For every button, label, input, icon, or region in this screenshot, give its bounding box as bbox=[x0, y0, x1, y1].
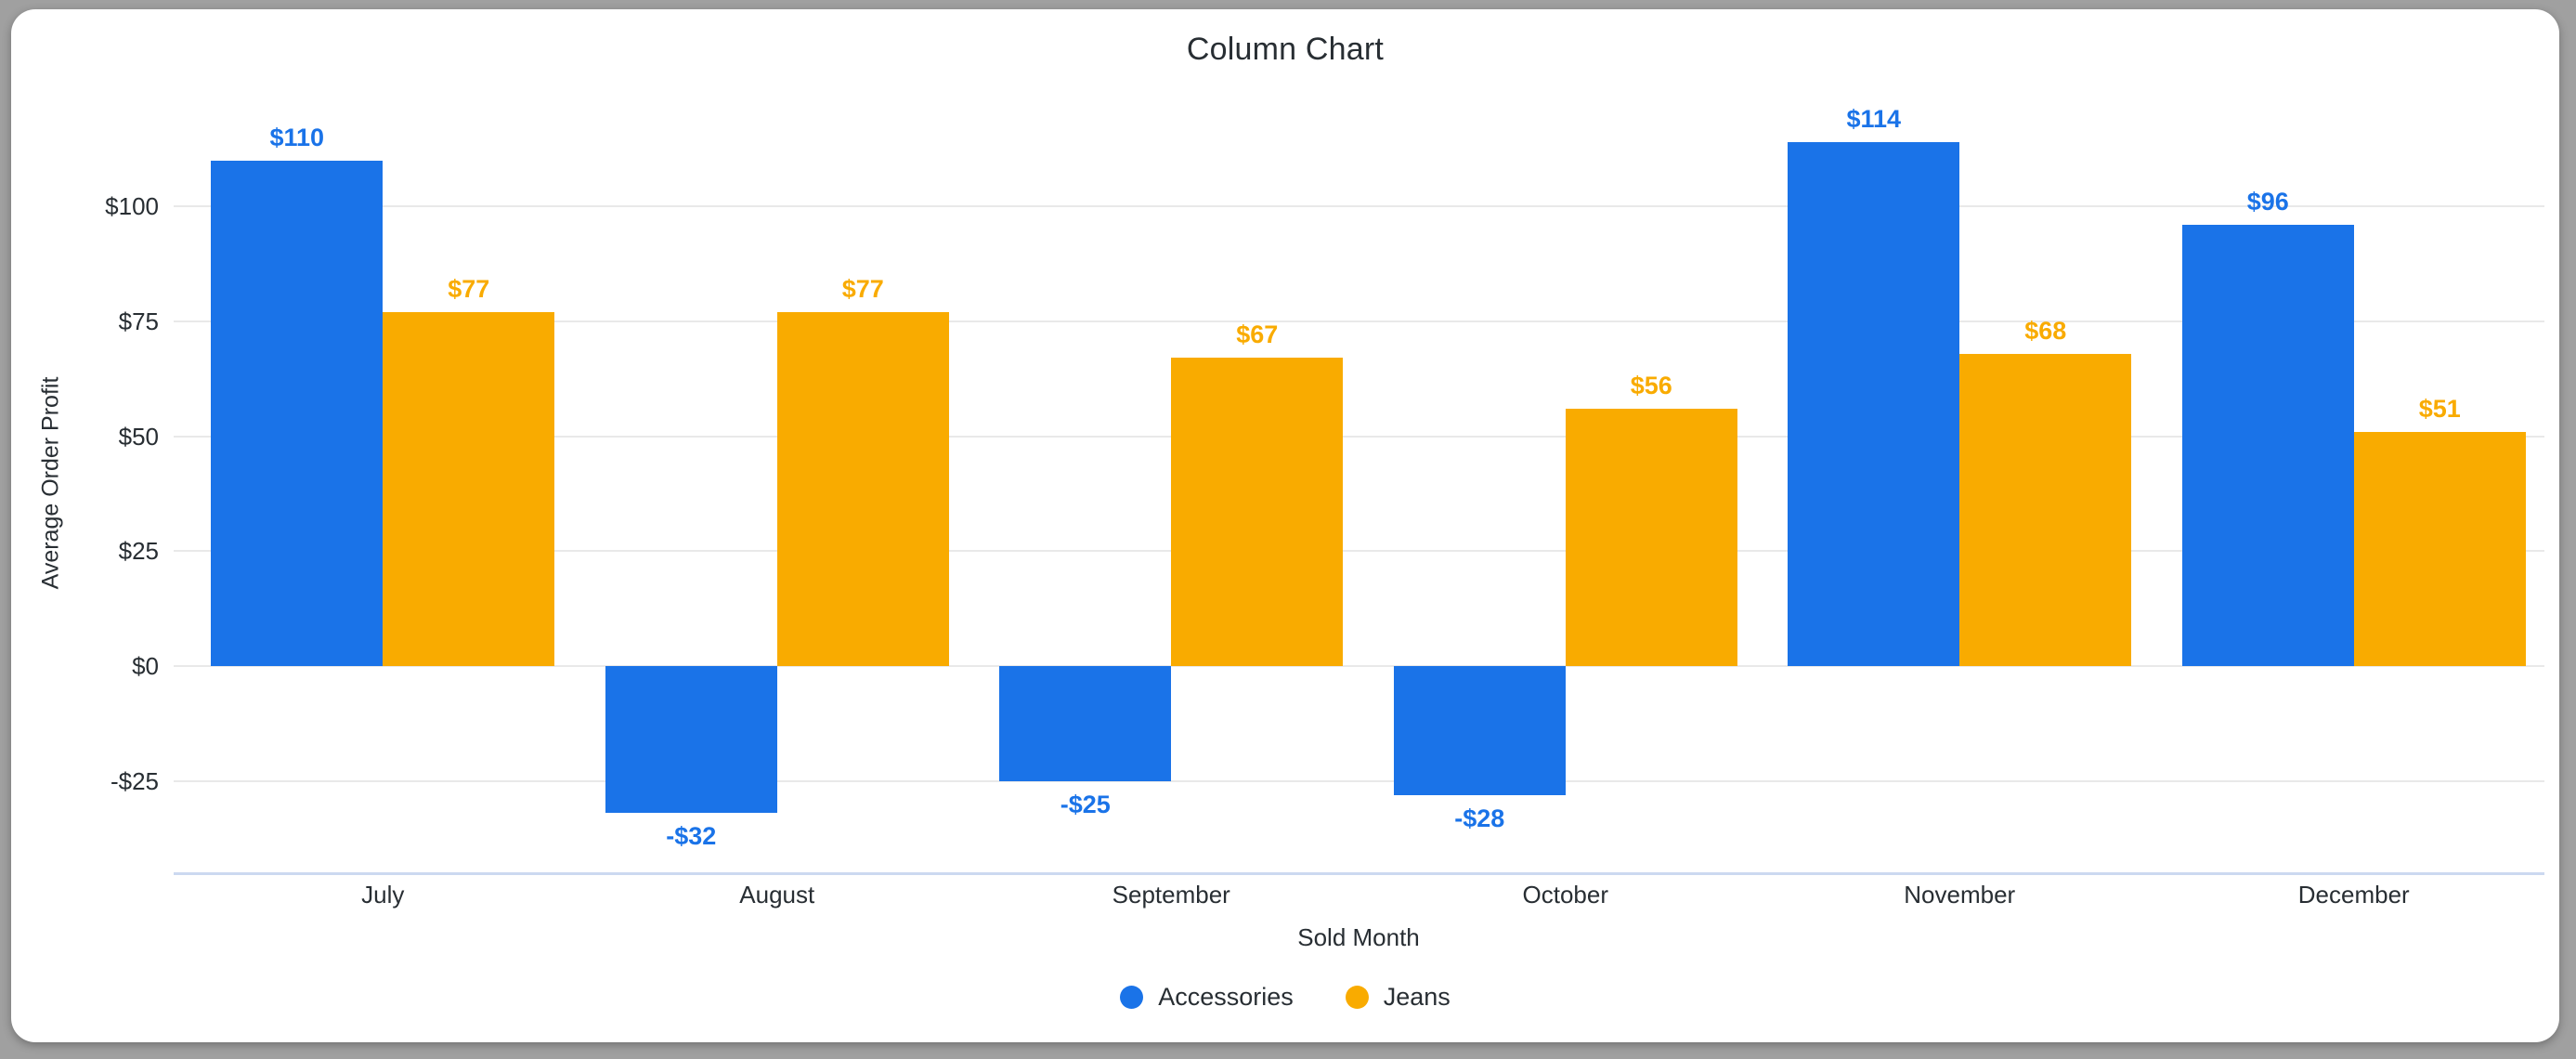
legend-swatch-icon bbox=[1345, 986, 1369, 1009]
bar-accessories-november[interactable] bbox=[1788, 141, 1960, 666]
y-tick-label: $75 bbox=[118, 307, 159, 335]
bar-value-label: $114 bbox=[1846, 104, 1902, 133]
bar-accessories-august[interactable] bbox=[605, 666, 777, 814]
legend-label: Jeans bbox=[1383, 983, 1451, 1011]
bar-jeans-november[interactable] bbox=[1959, 353, 2132, 666]
bar-value-label: $96 bbox=[2246, 187, 2289, 216]
bar-value-label: $77 bbox=[448, 275, 490, 303]
gridline bbox=[174, 550, 2544, 553]
bar-value-label: $77 bbox=[841, 275, 884, 303]
bar-accessories-september[interactable] bbox=[999, 666, 1172, 781]
x-tick-label: August bbox=[739, 881, 815, 909]
bar-jeans-december[interactable] bbox=[2353, 431, 2526, 666]
y-tick-label: $50 bbox=[118, 422, 159, 451]
bar-value-label: -$28 bbox=[1454, 804, 1505, 832]
bar-jeans-october[interactable] bbox=[1565, 408, 1737, 666]
x-tick-label: December bbox=[2297, 881, 2410, 909]
legend-label: Accessories bbox=[1158, 983, 1294, 1011]
legend-item-accessories[interactable]: Accessories bbox=[1120, 983, 1294, 1012]
x-tick-label: July bbox=[361, 881, 405, 909]
bar-value-label: -$25 bbox=[1060, 790, 1111, 818]
bar-jeans-july[interactable] bbox=[383, 312, 555, 666]
bar-value-label: -$32 bbox=[666, 822, 717, 851]
y-tick-label: -$25 bbox=[110, 766, 159, 795]
y-tick-label: $25 bbox=[118, 537, 159, 566]
gridline bbox=[174, 205, 2544, 208]
y-tick-label: $0 bbox=[132, 652, 159, 680]
gridline bbox=[174, 435, 2544, 438]
gridline bbox=[174, 779, 2544, 782]
plot-area: $100 $75 $50 $25 $0 -$25 $110 $77 July -$32 $77 Aug… bbox=[11, 9, 2559, 1042]
x-axis-line bbox=[174, 872, 2544, 875]
x-tick-label: November bbox=[1904, 881, 2016, 909]
bar-jeans-august[interactable] bbox=[776, 312, 949, 666]
chart-title: Column Chart bbox=[1186, 32, 1385, 67]
bar-value-label: $67 bbox=[1236, 320, 1279, 349]
legend: Accessories Jeans bbox=[11, 983, 2559, 1012]
gridline bbox=[174, 320, 2544, 322]
chart-card: Column Chart Average Order Profit $100 $7… bbox=[11, 9, 2559, 1042]
x-axis-title: Sold Month bbox=[1297, 923, 1420, 951]
bar-value-label: $56 bbox=[1630, 371, 1672, 399]
bar-value-label: $110 bbox=[269, 123, 325, 151]
bar-accessories-july[interactable] bbox=[211, 160, 384, 666]
x-tick-label: September bbox=[1112, 881, 1230, 909]
bar-value-label: $51 bbox=[2418, 394, 2461, 423]
gridline bbox=[174, 665, 2544, 667]
legend-item-jeans[interactable]: Jeans bbox=[1345, 983, 1451, 1012]
bar-jeans-september[interactable] bbox=[1171, 358, 1344, 666]
y-tick-label: $100 bbox=[105, 192, 159, 221]
bar-accessories-october[interactable] bbox=[1393, 666, 1566, 795]
x-tick-label: October bbox=[1522, 881, 1609, 909]
legend-swatch-icon bbox=[1120, 986, 1144, 1009]
bar-accessories-december[interactable] bbox=[2181, 224, 2354, 666]
bar-value-label: $68 bbox=[2024, 316, 2067, 345]
